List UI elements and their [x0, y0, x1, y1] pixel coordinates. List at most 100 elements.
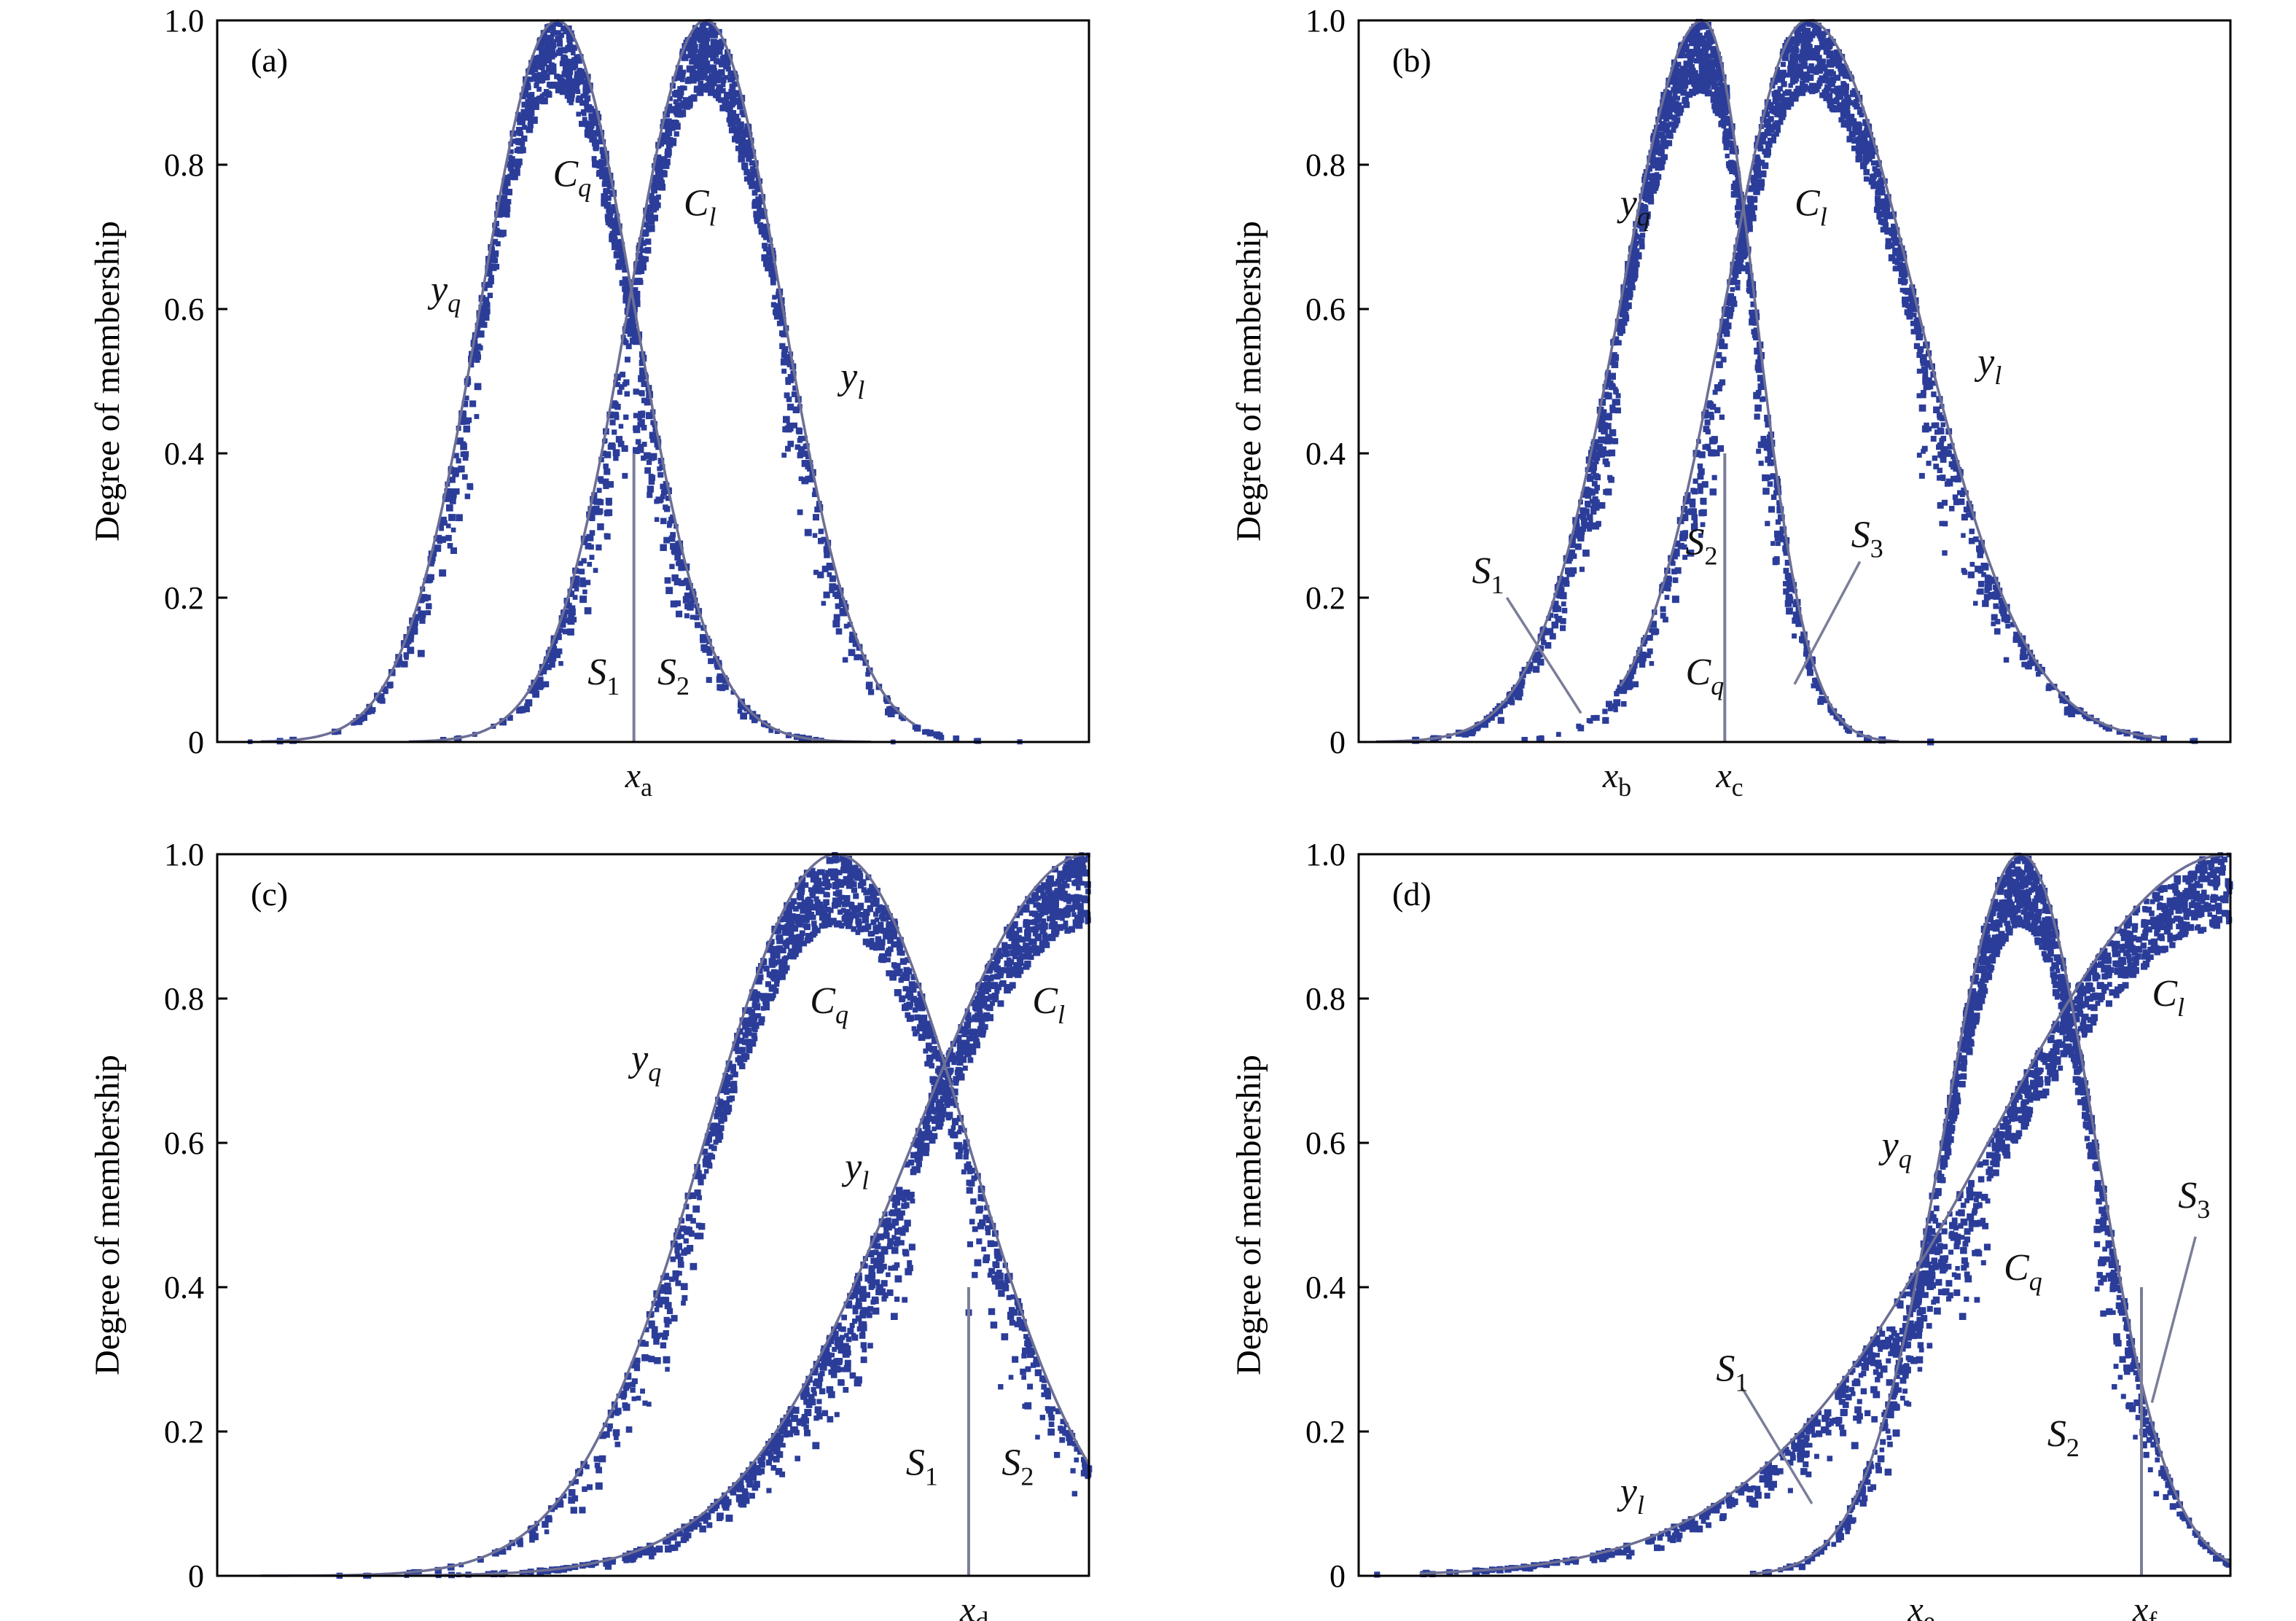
scatter-point — [1891, 223, 1898, 231]
scatter-point — [2024, 662, 2031, 669]
scatter-point — [835, 628, 843, 635]
scatter-point — [732, 136, 738, 143]
scatter-point — [583, 101, 590, 107]
scatter-point — [1698, 488, 1703, 494]
scatter-point — [474, 383, 482, 391]
scatter-point — [1770, 494, 1777, 500]
scatter-point — [485, 267, 493, 276]
scatter-point — [837, 897, 843, 902]
scatter-point — [1615, 393, 1621, 399]
scatter-point — [1532, 652, 1539, 659]
scatter-point — [706, 676, 712, 683]
scatter-point — [816, 881, 821, 887]
scatter-point — [581, 558, 587, 564]
scatter-point — [1497, 716, 1504, 724]
scatter-point — [901, 972, 907, 977]
scatter-point — [1783, 588, 1789, 595]
scatter-point — [1898, 248, 1905, 254]
scatter-point — [1752, 329, 1759, 336]
scatter-point — [761, 227, 769, 235]
scatter-point — [589, 515, 596, 521]
scatter-point — [748, 1008, 756, 1016]
scatter-point — [1848, 130, 1855, 137]
scatter-point — [821, 566, 829, 573]
scatter-point — [652, 426, 657, 432]
scatter-point — [1913, 343, 1921, 349]
scatter-point — [1761, 131, 1768, 138]
scatter-point — [582, 1486, 587, 1492]
scatter-point — [440, 536, 445, 542]
scatter-point — [1606, 700, 1612, 708]
scatter-point — [665, 128, 673, 136]
scatter-point — [1926, 426, 1932, 431]
scatter-point — [717, 43, 725, 50]
scatter-point — [1770, 473, 1777, 480]
scatter-point — [1634, 252, 1642, 259]
scatter-point — [635, 1357, 641, 1364]
scatter-point — [585, 542, 592, 550]
scatter-point — [1618, 331, 1623, 336]
scatter-point — [663, 1297, 670, 1303]
scatter-point — [640, 241, 645, 246]
scatter-point — [709, 50, 715, 57]
scatter-point — [1838, 69, 1846, 75]
scatter-point — [673, 1232, 681, 1240]
scatter-point — [561, 25, 567, 32]
scatter-point — [725, 60, 731, 66]
scatter-point — [1684, 509, 1690, 515]
scatter-point — [1612, 703, 1618, 709]
scatter-point — [1711, 91, 1719, 98]
scatter-point — [1722, 104, 1729, 112]
scatter-point — [1830, 77, 1837, 84]
scatter-point — [1689, 67, 1696, 74]
scatter-point — [1845, 725, 1852, 733]
scatter-point — [622, 264, 628, 270]
scatter-point — [625, 343, 632, 350]
scatter-point — [1677, 48, 1684, 56]
scatter-point — [1851, 87, 1857, 93]
scatter-point — [640, 256, 647, 262]
scatter-point — [1663, 141, 1669, 147]
scatter-point — [641, 455, 647, 461]
scatter-point — [569, 605, 576, 612]
scatter-point — [487, 292, 493, 298]
scatter-point — [822, 878, 828, 883]
scatter-point — [1626, 671, 1634, 679]
scatter-point — [501, 185, 507, 190]
scatter-point — [783, 357, 790, 364]
scatter-point — [1806, 37, 1812, 43]
scatter-point — [1048, 1421, 1055, 1427]
scatter-point — [671, 90, 678, 97]
scatter-point — [578, 560, 584, 566]
scatter-point — [727, 77, 733, 83]
scatter-point — [1917, 345, 1924, 353]
scatter-point — [1055, 1408, 1062, 1415]
scatter-point — [445, 534, 452, 542]
scatter-point — [1783, 568, 1789, 574]
scatter-point — [1689, 41, 1695, 47]
scatter-point — [1650, 628, 1658, 636]
scatter-point — [1592, 522, 1599, 530]
scatter-point — [731, 117, 738, 125]
scatter-point — [710, 55, 716, 61]
scatter-point — [831, 902, 838, 909]
scatter-point — [564, 93, 570, 99]
scatter-point — [671, 138, 677, 144]
scatter-point — [449, 492, 456, 500]
scatter-point — [509, 156, 515, 162]
scatter-point — [645, 227, 652, 233]
scatter-point — [697, 1195, 702, 1200]
scatter-point — [686, 1227, 692, 1233]
scatter-point — [1642, 190, 1649, 196]
scatter-point — [706, 83, 713, 89]
scatter-point — [633, 278, 641, 285]
scatter-point — [1864, 149, 1870, 155]
scatter-point — [625, 285, 633, 293]
scatter-point — [2036, 671, 2041, 677]
scatter-point — [702, 646, 709, 653]
scatter-point — [536, 676, 544, 684]
scatter-point — [1816, 55, 1822, 61]
scatter-point — [1793, 88, 1801, 96]
scatter-point — [593, 568, 598, 573]
